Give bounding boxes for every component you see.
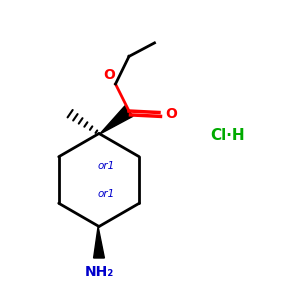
Text: O: O	[166, 107, 178, 121]
Polygon shape	[100, 106, 133, 134]
Text: or1: or1	[98, 160, 115, 171]
Text: O: O	[103, 68, 115, 82]
Text: NH₂: NH₂	[84, 265, 114, 279]
Text: or1: or1	[98, 189, 115, 200]
Polygon shape	[94, 226, 104, 258]
Text: Cl·H: Cl·H	[210, 128, 244, 142]
